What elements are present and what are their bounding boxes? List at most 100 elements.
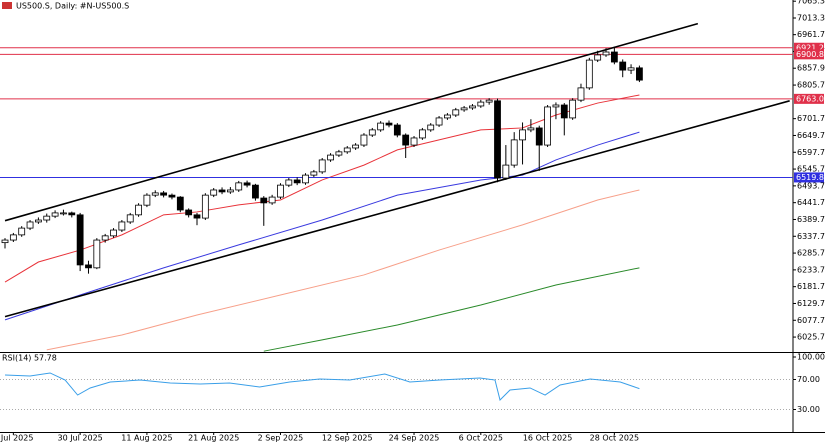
y-tick-label: 6389.7 (797, 215, 825, 224)
symbol-icon (2, 2, 12, 9)
candle-body (519, 129, 526, 141)
candle-body (285, 179, 293, 186)
x-tick-label: 16 Oct 2025 (523, 434, 572, 443)
level-label: 6763.0 (796, 94, 824, 103)
candle-body (343, 147, 351, 153)
rsi-title: RSI(14) 57.78 (2, 354, 57, 363)
price-panel (0, 22, 793, 352)
level-label-box (794, 49, 824, 60)
candle-body (585, 59, 593, 89)
rsi-panel (0, 372, 793, 410)
y-tick-label: 6129.7 (797, 299, 825, 308)
candle-body (594, 54, 602, 61)
candle-body (226, 189, 234, 193)
candle-body (360, 134, 368, 146)
y-tick-label: 6441.7 (797, 198, 825, 207)
candle-body (477, 101, 485, 107)
level-label: 6921.2 (796, 43, 824, 52)
candle-body (218, 189, 226, 193)
candle-body (277, 184, 284, 198)
candle-body (201, 194, 209, 219)
y-tick-label: 6961.7 (797, 30, 825, 39)
x-tick-label: 30 Jul 2025 (57, 434, 102, 443)
candle-body (268, 196, 276, 204)
candle-body (293, 179, 301, 184)
candle-body (160, 192, 168, 196)
candle-body (135, 204, 142, 216)
candle-body (627, 67, 635, 71)
moving-average (4, 131, 640, 321)
rsi-line (4, 372, 640, 401)
candle-body (427, 124, 435, 131)
x-tick-label: 28 Oct 2025 (590, 434, 639, 443)
candle-body (569, 99, 577, 119)
x-tick-label: 8 Jul 2025 (0, 434, 33, 443)
candle-body (26, 221, 34, 229)
candle-body (151, 192, 159, 196)
y-tick-label: 6805.7 (797, 81, 825, 90)
y-tick-label: 6337.7 (797, 232, 825, 241)
candle-body (410, 137, 418, 146)
candle-body (560, 104, 568, 119)
candle-body (1, 239, 9, 244)
x-tick-label: 12 Sep 2025 (322, 434, 373, 443)
candle-body (168, 194, 176, 198)
candle-body (302, 174, 309, 184)
y-tick-label: 6597.7 (797, 148, 825, 157)
candle-body (143, 194, 151, 206)
level-label-box (794, 172, 824, 183)
candle-body (18, 227, 26, 236)
candle-body (494, 100, 501, 179)
rsi-tick-label: 100.00 (797, 353, 825, 362)
candle-body (577, 87, 585, 101)
candle-body (510, 139, 518, 166)
candle-body (444, 114, 451, 119)
candle-body (469, 105, 476, 109)
candle-body (235, 182, 243, 191)
candle-body (619, 61, 627, 71)
x-tick-label: 21 Aug 2025 (188, 434, 239, 443)
chart-title: US500.S, Daily: #N-US500.S (16, 2, 129, 11)
candle-body (460, 107, 468, 111)
candle-body (85, 264, 92, 269)
candle-body (327, 154, 334, 161)
level-label: 6900.8 (796, 50, 824, 59)
candle-body (368, 129, 376, 136)
y-tick-label: 6493.7 (797, 181, 825, 190)
level-label-box (794, 42, 824, 53)
candle-body (502, 164, 510, 179)
candle-body (602, 51, 610, 56)
rsi-tick-label: 70.00 (797, 375, 820, 384)
candle-body (60, 212, 67, 215)
candle-body (393, 124, 401, 136)
candle-body (68, 212, 76, 216)
candle-body (34, 219, 42, 223)
trendline (4, 22, 699, 222)
candle-body (118, 221, 126, 231)
candle-body (243, 182, 251, 186)
y-tick-label: 6077.7 (797, 316, 825, 325)
candle-body (352, 144, 359, 149)
level-label-box (794, 93, 824, 104)
x-tick-label: 24 Sep 2025 (389, 434, 440, 443)
level-label: 6519.8 (796, 173, 824, 182)
candle-body (636, 67, 643, 81)
candle-body (9, 234, 17, 241)
rsi-tick-label: 30.00 (797, 405, 820, 414)
candle-body (435, 117, 443, 126)
candle-body (43, 215, 51, 221)
candle-body (51, 212, 59, 217)
candle-body (318, 159, 326, 173)
candle-body (377, 122, 385, 131)
candle-body (176, 196, 184, 211)
candle-body (418, 129, 426, 139)
trendline (4, 100, 790, 318)
candle-body (402, 134, 410, 146)
y-tick-label: 7013.3 (797, 13, 825, 22)
candle-body (101, 235, 109, 241)
candle-body (76, 214, 84, 266)
candle-body (385, 122, 393, 126)
candle-body (210, 189, 218, 196)
